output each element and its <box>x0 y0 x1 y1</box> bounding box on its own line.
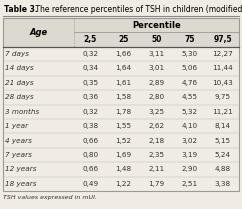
Text: 11,44: 11,44 <box>212 65 233 71</box>
Text: 8,14: 8,14 <box>214 123 231 129</box>
Text: 2,62: 2,62 <box>148 123 165 129</box>
Text: 2,90: 2,90 <box>181 166 197 172</box>
Text: 3,38: 3,38 <box>214 181 231 187</box>
Text: 1,79: 1,79 <box>148 181 165 187</box>
Text: 50: 50 <box>151 35 162 44</box>
Text: 0,35: 0,35 <box>82 80 98 86</box>
Text: 4 years: 4 years <box>5 138 32 144</box>
Text: 0,32: 0,32 <box>82 109 98 115</box>
Bar <box>3 47 239 191</box>
Text: 2,35: 2,35 <box>148 152 165 158</box>
Text: 1,78: 1,78 <box>115 109 131 115</box>
Text: 3 months: 3 months <box>5 109 39 115</box>
Text: 5,32: 5,32 <box>181 109 197 115</box>
Text: 4,55: 4,55 <box>181 94 197 100</box>
Text: 2,11: 2,11 <box>148 166 165 172</box>
Text: 4,10: 4,10 <box>181 123 197 129</box>
Text: 0,80: 0,80 <box>82 152 98 158</box>
Text: 97,5: 97,5 <box>213 35 232 44</box>
Text: Table 3.: Table 3. <box>4 5 38 14</box>
Text: 18 years: 18 years <box>5 181 37 187</box>
Text: 1,69: 1,69 <box>115 152 131 158</box>
Text: 1,66: 1,66 <box>115 51 131 57</box>
Text: 2,5: 2,5 <box>84 35 97 44</box>
Text: 5,24: 5,24 <box>214 152 231 158</box>
Text: 75: 75 <box>184 35 195 44</box>
Text: 0,66: 0,66 <box>82 138 98 144</box>
Text: 1,52: 1,52 <box>115 138 131 144</box>
Text: 3,01: 3,01 <box>148 65 165 71</box>
Text: 21 days: 21 days <box>5 80 34 86</box>
Text: 10,43: 10,43 <box>212 80 233 86</box>
Text: 9,75: 9,75 <box>214 94 231 100</box>
Text: 3,02: 3,02 <box>181 138 197 144</box>
Text: 12 years: 12 years <box>5 166 37 172</box>
Text: 14 days: 14 days <box>5 65 34 71</box>
Text: 0,38: 0,38 <box>82 123 98 129</box>
Text: 1,58: 1,58 <box>115 94 131 100</box>
Text: 2,18: 2,18 <box>148 138 165 144</box>
Text: 3,19: 3,19 <box>181 152 197 158</box>
Text: 1,64: 1,64 <box>115 65 131 71</box>
Text: 0,34: 0,34 <box>82 65 98 71</box>
Text: Age: Age <box>29 28 47 37</box>
Text: 12,27: 12,27 <box>212 51 233 57</box>
Text: TSH values expressed in mUI.: TSH values expressed in mUI. <box>3 195 97 200</box>
Text: 11,21: 11,21 <box>212 109 233 115</box>
Text: 0,32: 0,32 <box>82 51 98 57</box>
Text: 3,11: 3,11 <box>148 51 165 57</box>
Bar <box>3 18 239 47</box>
Text: 28 days: 28 days <box>5 94 34 100</box>
Text: 0,36: 0,36 <box>82 94 98 100</box>
Text: 1,61: 1,61 <box>115 80 131 86</box>
Text: 5,15: 5,15 <box>214 138 231 144</box>
Text: 4,88: 4,88 <box>214 166 231 172</box>
Text: 2,80: 2,80 <box>148 94 165 100</box>
Bar <box>3 18 239 191</box>
Text: 5,30: 5,30 <box>181 51 197 57</box>
Text: 4,76: 4,76 <box>181 80 197 86</box>
Text: 1 year: 1 year <box>5 123 28 129</box>
Text: 2,51: 2,51 <box>181 181 197 187</box>
Text: 1,55: 1,55 <box>115 123 131 129</box>
Text: 3,25: 3,25 <box>148 109 165 115</box>
Text: 0,49: 0,49 <box>82 181 98 187</box>
Text: 1,22: 1,22 <box>115 181 131 187</box>
Text: 1,48: 1,48 <box>115 166 131 172</box>
Text: 5,06: 5,06 <box>181 65 197 71</box>
Text: 25: 25 <box>118 35 129 44</box>
Text: Percentile: Percentile <box>132 21 181 30</box>
Text: 7 days: 7 days <box>5 51 29 57</box>
Text: The reference percentiles of TSH in children (modified from reference 23): The reference percentiles of TSH in chil… <box>33 5 242 14</box>
Text: 7 years: 7 years <box>5 152 32 158</box>
Text: 2,89: 2,89 <box>148 80 165 86</box>
Text: 0,66: 0,66 <box>82 166 98 172</box>
